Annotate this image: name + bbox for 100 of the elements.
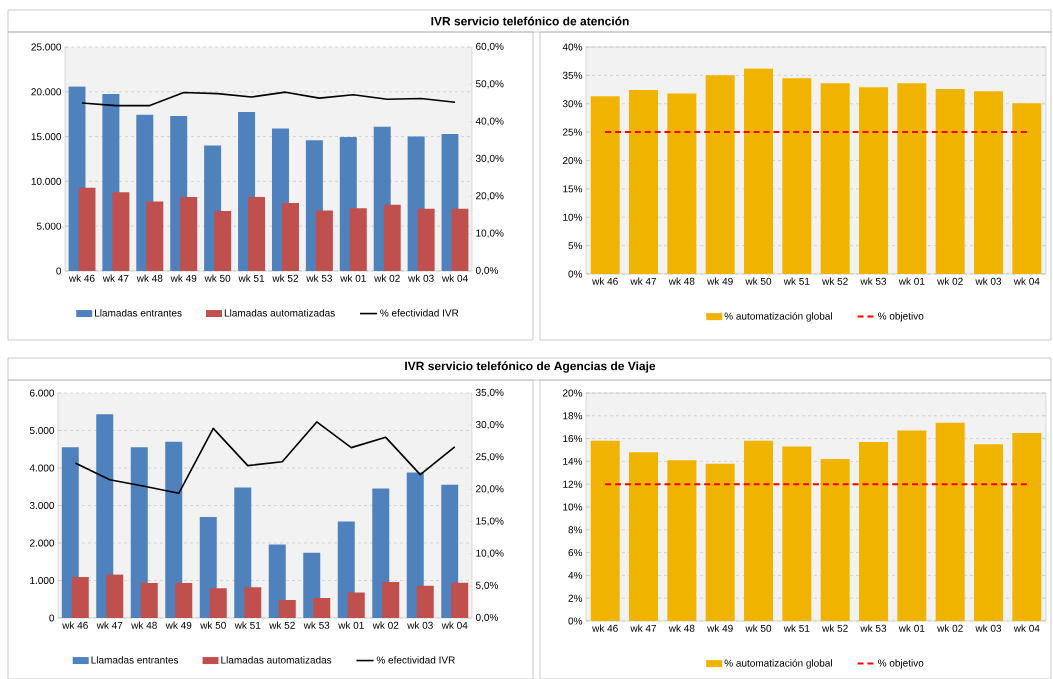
x-tick-label: wk 50 [200, 621, 226, 629]
x-tick-label: wk 03 [975, 277, 1002, 285]
y-tick-label: 25.000 [31, 43, 62, 51]
x-tick-label: wk 46 [592, 624, 618, 632]
y-tick-label: 6% [568, 548, 583, 556]
bar [782, 446, 812, 621]
x-tick-label: wk 46 [68, 274, 95, 282]
y-tick-label: 16% [563, 434, 583, 442]
bar [71, 576, 89, 618]
y-tick-label: 14% [563, 457, 583, 465]
x-tick-label: wk 53 [860, 624, 887, 632]
x-tick-label: wk 03 [407, 621, 433, 629]
y2-tick-label: 0,0% [475, 613, 498, 622]
y-tick-label: 10% [563, 213, 583, 221]
y2-tick-label: 5,0% [475, 581, 498, 590]
y-tick-label: 4% [568, 571, 583, 579]
x-tick-label: wk 52 [269, 621, 295, 629]
x-tick-label: wk 51 [783, 277, 810, 285]
bar [244, 587, 262, 618]
bar [590, 440, 620, 621]
bar [347, 592, 365, 618]
y2-tick-label: 30,0% [475, 420, 504, 430]
x-tick-label: wk 48 [136, 274, 163, 282]
bar [78, 187, 96, 271]
y-tick-label: 8% [568, 526, 583, 534]
y2-tick-label: 15,0% [476, 517, 504, 526]
legend-label: Llamadas automatizadas [224, 309, 335, 317]
x-tick-label: wk 51 [238, 274, 265, 282]
bar [130, 447, 148, 618]
bar [180, 196, 198, 271]
bar [974, 444, 1003, 621]
legend-label: % efectividad IVR [376, 656, 455, 664]
x-tick-label: wk 01 [338, 621, 364, 629]
y-tick-label: 1.000 [30, 576, 55, 584]
bar [629, 89, 658, 274]
x-tick-label: wk 02 [374, 274, 400, 282]
x-tick-label: wk 52 [272, 274, 299, 282]
bar [165, 441, 183, 618]
x-tick-label: wk 04 [1013, 624, 1040, 632]
x-tick-label: wk 02 [937, 624, 963, 632]
x-tick-label: wk 49 [165, 621, 192, 629]
bar [383, 204, 401, 271]
y-tick-label: 40% [562, 43, 583, 51]
y2-tick-label: 40,0% [475, 117, 504, 126]
y-tick-label: 10% [563, 503, 583, 511]
legend-label: % efectividad IVR [380, 309, 459, 317]
bar [382, 581, 400, 618]
x-tick-label: wk 47 [102, 274, 129, 282]
bar [897, 430, 927, 621]
x-tick-label: wk 53 [303, 621, 330, 629]
y-tick-label: 20% [562, 389, 583, 397]
bar [146, 201, 164, 271]
x-tick-label: wk 02 [937, 277, 963, 285]
bar [859, 87, 888, 274]
x-tick-label: wk 01 [340, 274, 366, 282]
bar [705, 75, 735, 274]
bar [897, 83, 927, 274]
bar [667, 460, 697, 621]
y-tick-label: 15% [563, 185, 583, 193]
y2-tick-label: 0,0% [475, 266, 498, 275]
line-series [74, 420, 456, 494]
x-tick-label: wk 53 [306, 274, 332, 282]
bar [974, 91, 1003, 274]
bar [248, 196, 266, 271]
y-tick-label: 20% [562, 156, 583, 164]
x-tick-label: wk 48 [668, 624, 695, 632]
x-tick-label: wk 01 [898, 624, 925, 632]
text: IVR servicio telefónico de atención [431, 16, 629, 26]
y2-tick-label: 50,0% [475, 80, 504, 89]
x-tick-label: wk 53 [860, 277, 887, 285]
y2-tick-label: 10,0% [476, 229, 504, 238]
legend-label: Llamadas entrantes [95, 309, 182, 317]
x-tick-label: wk 46 [62, 621, 88, 629]
bar [935, 88, 965, 274]
bar [106, 574, 124, 618]
x-tick-label: wk 52 [822, 624, 848, 632]
x-tick-label: wk 50 [745, 624, 772, 632]
bar [214, 210, 232, 271]
x-tick-label: wk 47 [630, 277, 657, 285]
bar [590, 96, 620, 274]
bar [1012, 103, 1042, 274]
bar [234, 487, 252, 618]
y-tick-label: 30% [562, 100, 583, 108]
y-tick-label: 10.000 [31, 177, 62, 185]
bar [629, 452, 658, 621]
y-tick-label: 20.000 [31, 88, 62, 96]
x-tick-label: wk 51 [783, 624, 810, 632]
bar [278, 599, 296, 618]
y2-tick-label: 60,0% [476, 42, 504, 51]
bar [281, 202, 299, 271]
x-tick-label: wk 51 [234, 621, 261, 629]
bar [416, 585, 434, 618]
y2-tick-label: 20,0% [476, 192, 504, 201]
x-tick-label: wk 03 [408, 274, 434, 282]
y-tick-label: 0 [49, 614, 55, 622]
bar [96, 414, 114, 618]
y-tick-label: 15.000 [31, 132, 62, 140]
bar [209, 588, 227, 618]
x-tick-label: wk 04 [441, 274, 468, 282]
y-tick-label: 18% [563, 412, 583, 420]
